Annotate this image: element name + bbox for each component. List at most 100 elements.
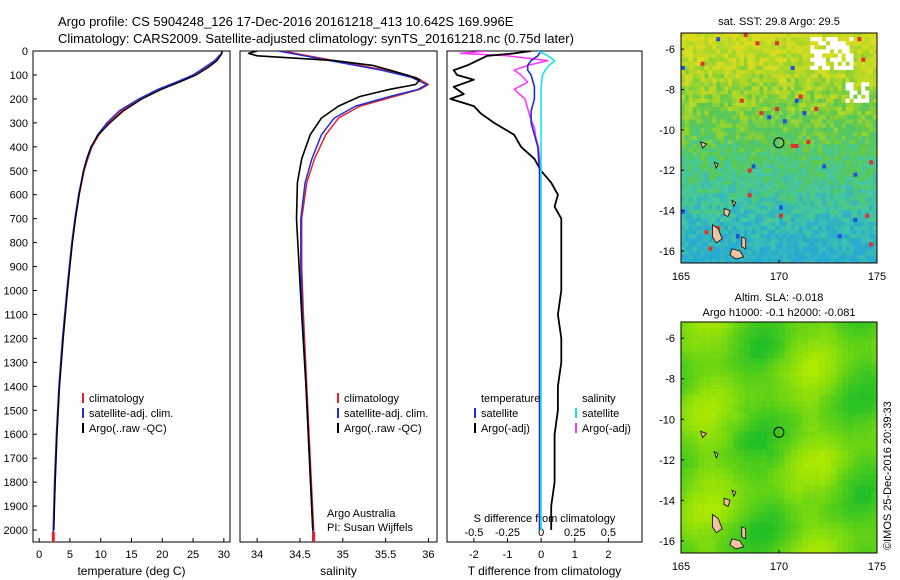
- sst-map-island-4: [699, 141, 708, 149]
- sst-map-ytick-label: -16: [659, 246, 675, 258]
- sst-map-island-1: [729, 248, 745, 260]
- temperature-series-2: [53, 51, 223, 531]
- sst-map-ytick-label: -14: [659, 206, 675, 218]
- sla-map-xtick-label: 165: [672, 561, 690, 573]
- temperature-tick-label: 10: [95, 549, 107, 561]
- depth-tick-label: 100: [10, 70, 28, 82]
- tdiff-tick-label: 1: [572, 549, 578, 561]
- depth-tick-label: 1100: [4, 309, 28, 321]
- salinity-tick-label: 36: [422, 549, 434, 561]
- depth-tick-label: 2000: [4, 525, 28, 537]
- sla-map-island-1: [729, 538, 745, 550]
- temperature-tick-label: 15: [125, 549, 137, 561]
- temperature-series-0: [52, 51, 224, 542]
- temperature-legend-1-label: satellite-adj. clim.: [89, 408, 173, 420]
- salinity-legend-1-label: satellite-adj. clim.: [344, 408, 428, 420]
- sst-map-island-0: [712, 223, 723, 244]
- temperature-legend-2-label: Argo(..raw -QC): [89, 423, 167, 435]
- map-grid-layer: [681, 33, 877, 553]
- sla-map-title: Altim. SLA: -0.018: [735, 292, 824, 304]
- tdiff-tick-label: -2: [469, 549, 479, 561]
- difference-legend-header-temperature: temperature: [481, 393, 540, 405]
- sst-map-island-3: [723, 207, 731, 218]
- sla-map-ytick-label: -12: [659, 455, 675, 467]
- tdiff-axis-label: T difference from climatology: [468, 564, 622, 578]
- temperature-legend-0-label: climatology: [89, 393, 145, 405]
- depth-tick-label: 700: [10, 214, 28, 226]
- salinity-tick-label: 35: [337, 549, 349, 561]
- tdiff-tick-label: 0: [538, 549, 544, 561]
- sla-map-island-6: [731, 489, 737, 498]
- temperature-series-1: [52, 51, 224, 542]
- salinity-tick-label: 34.5: [289, 549, 310, 561]
- sdiff-tick-label: 0.25: [564, 527, 585, 539]
- sla-map-island-2: [741, 526, 747, 540]
- depth-tick-label: 200: [10, 94, 28, 106]
- sst-map-ytick-label: -10: [659, 125, 675, 137]
- sla-map-island-5: [713, 450, 719, 459]
- sst-map-xtick-label: 170: [770, 271, 788, 283]
- sst-map-xtick-label: 175: [868, 271, 886, 283]
- sla-map-ytick-label: -16: [659, 536, 675, 548]
- tdiff-tick-label: 2: [605, 549, 611, 561]
- depth-tick-label: 300: [10, 118, 28, 130]
- salinity-annotation-pi: PI: Susan Wijffels: [327, 522, 413, 534]
- sla-map-ytick-label: -8: [665, 374, 675, 386]
- temperature-axis-label: temperature (deg C): [77, 564, 185, 578]
- sla-map-xtick-label: 175: [868, 561, 886, 573]
- sdiff-tick-label: 0.5: [601, 527, 616, 539]
- sdiff-tick-label: -0.5: [464, 527, 483, 539]
- salinity-legend-2-label: Argo(..raw -QC): [344, 423, 422, 435]
- sdiff-tick-label: 0: [538, 527, 544, 539]
- sla-map-ytick-label: -14: [659, 495, 675, 507]
- difference-series-salinity-argo: [459, 51, 549, 171]
- difference-series-salinity-satellite: [538, 51, 556, 530]
- sst-map-cells: [681, 33, 877, 263]
- difference-series-temperature-satellite: [526, 51, 542, 530]
- sla-map-ytick-label: -10: [659, 414, 675, 426]
- depth-tick-label: 1000: [4, 286, 28, 298]
- sla-map-island-0: [712, 513, 723, 534]
- sst-map-ytick-label: -6: [665, 44, 675, 56]
- depth-tick-label: 400: [10, 142, 28, 154]
- sst-map-island-6: [731, 199, 737, 208]
- depth-tick-label: 1500: [4, 405, 28, 417]
- sst-map-title: sat. SST: 29.8 Argo: 29.5: [718, 16, 840, 28]
- sla-map-island-3: [723, 497, 731, 507]
- temperature-tick-label: 30: [218, 549, 230, 561]
- depth-tick-label: 0: [22, 46, 28, 58]
- depth-tick-label: 1400: [4, 381, 28, 393]
- difference-legend-t-argo-label: Argo(-adj): [481, 423, 530, 435]
- sst-map-float-marker: [773, 137, 785, 149]
- depth-tick-label: 1300: [4, 357, 28, 369]
- depth-tick-label: 1200: [4, 333, 28, 345]
- sst-map-xtick-label: 165: [672, 271, 690, 283]
- temperature-tick-label: 5: [67, 549, 73, 561]
- difference-legend-s-argo-label: Argo(-adj): [582, 423, 631, 435]
- salinity-series-2: [247, 51, 421, 531]
- sst-map-ytick-label: -8: [665, 84, 675, 96]
- depth-tick-label: 1600: [4, 429, 28, 441]
- tdiff-tick-label: -1: [503, 549, 513, 561]
- depth-tick-label: 1700: [4, 453, 28, 465]
- difference-legend-s-sat-label: satellite: [582, 408, 619, 420]
- salinity-annotation-institution: Argo Australia: [327, 508, 396, 520]
- temperature-tick-label: 25: [187, 549, 199, 561]
- difference-legend-t-sat-label: satellite: [481, 408, 518, 420]
- climatology-title: Climatology: CARS2009. Satellite-adjuste…: [58, 31, 574, 46]
- sdiff-tick-label: -0.25: [495, 527, 520, 539]
- difference-panel-frame: [446, 50, 643, 543]
- salinity-tick-label: 34: [251, 549, 263, 561]
- sla-map-ytick-label: -6: [665, 333, 675, 345]
- sst-map-island-5: [713, 161, 719, 170]
- sla-map-xtick-label: 170: [770, 561, 788, 573]
- salinity-axis-label: salinity: [320, 564, 357, 578]
- depth-tick-label: 500: [10, 166, 28, 178]
- salinity-panel-frame: [239, 50, 438, 543]
- temperature-panel-frame: [32, 50, 231, 543]
- sla-map-subtitle: Argo h1000: -0.1 h2000: -0.081: [703, 307, 856, 319]
- salinity-legend-0-label: climatology: [344, 393, 400, 405]
- depth-tick-label: 1800: [4, 477, 28, 489]
- depth-tick-label: 800: [10, 238, 28, 250]
